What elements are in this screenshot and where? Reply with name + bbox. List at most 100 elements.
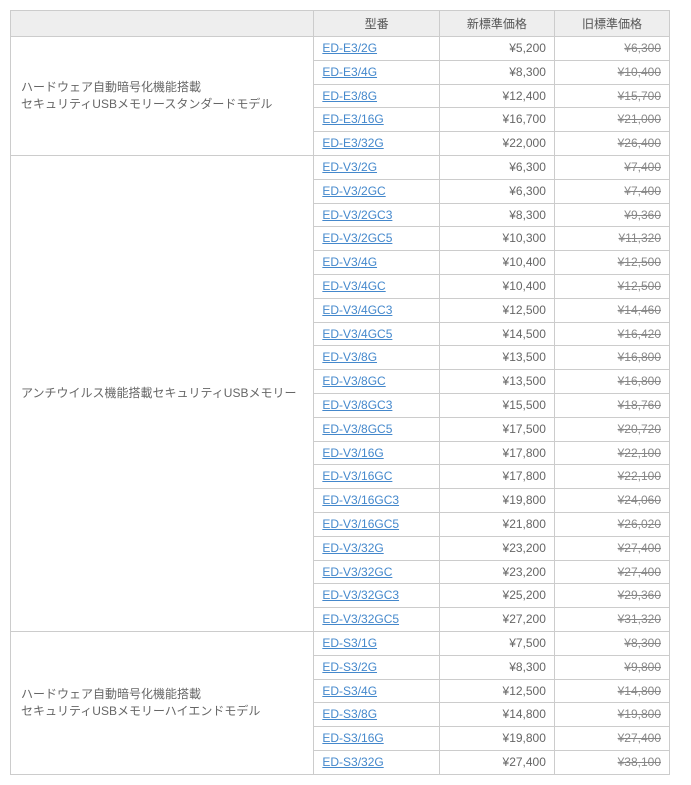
model-cell: ED-V3/2GC3 xyxy=(314,203,440,227)
model-link[interactable]: ED-V3/8GC5 xyxy=(322,422,392,436)
model-link[interactable]: ED-S3/1G xyxy=(322,636,377,650)
new-price-cell: ¥12,400 xyxy=(439,84,554,108)
new-price-cell: ¥6,300 xyxy=(439,155,554,179)
model-cell: ED-E3/4G xyxy=(314,60,440,84)
table-row: ハードウェア自動暗号化機能搭載セキュリティUSBメモリースタンダードモデルED-… xyxy=(11,37,670,61)
model-cell: ED-V3/8G xyxy=(314,346,440,370)
new-price-cell: ¥27,400 xyxy=(439,750,554,774)
old-price-cell: ¥27,400 xyxy=(554,560,669,584)
new-price-cell: ¥17,500 xyxy=(439,417,554,441)
old-price-cell: ¥9,360 xyxy=(554,203,669,227)
new-price-cell: ¥8,300 xyxy=(439,655,554,679)
old-price-cell: ¥26,400 xyxy=(554,132,669,156)
model-link[interactable]: ED-S3/4G xyxy=(322,684,377,698)
old-price-cell: ¥21,000 xyxy=(554,108,669,132)
new-price-cell: ¥16,700 xyxy=(439,108,554,132)
old-price-cell: ¥9,800 xyxy=(554,655,669,679)
old-price-cell: ¥11,320 xyxy=(554,227,669,251)
model-cell: ED-S3/8G xyxy=(314,703,440,727)
new-price-cell: ¥21,800 xyxy=(439,512,554,536)
old-price-cell: ¥31,320 xyxy=(554,608,669,632)
model-cell: ED-V3/8GC3 xyxy=(314,393,440,417)
model-cell: ED-V3/16GC3 xyxy=(314,489,440,513)
category-cell: ハードウェア自動暗号化機能搭載セキュリティUSBメモリースタンダードモデル xyxy=(11,37,314,156)
new-price-cell: ¥22,000 xyxy=(439,132,554,156)
model-cell: ED-V3/4GC5 xyxy=(314,322,440,346)
old-price-cell: ¥16,420 xyxy=(554,322,669,346)
model-link[interactable]: ED-S3/2G xyxy=(322,660,377,674)
category-cell: ハードウェア自動暗号化機能搭載セキュリティUSBメモリーハイエンドモデル xyxy=(11,631,314,774)
new-price-cell: ¥27,200 xyxy=(439,608,554,632)
model-link[interactable]: ED-V3/16GC xyxy=(322,469,392,483)
model-cell: ED-E3/32G xyxy=(314,132,440,156)
model-cell: ED-V3/8GC5 xyxy=(314,417,440,441)
model-link[interactable]: ED-V3/32GC5 xyxy=(322,612,399,626)
header-empty xyxy=(11,11,314,37)
model-cell: ED-V3/32GC xyxy=(314,560,440,584)
new-price-cell: ¥10,400 xyxy=(439,274,554,298)
model-link[interactable]: ED-V3/4GC3 xyxy=(322,303,392,317)
model-link[interactable]: ED-V3/2GC3 xyxy=(322,208,392,222)
model-link[interactable]: ED-V3/2GC xyxy=(322,184,385,198)
old-price-cell: ¥38,100 xyxy=(554,750,669,774)
old-price-cell: ¥16,800 xyxy=(554,346,669,370)
new-price-cell: ¥23,200 xyxy=(439,536,554,560)
new-price-cell: ¥25,200 xyxy=(439,584,554,608)
model-cell: ED-S3/2G xyxy=(314,655,440,679)
model-link[interactable]: ED-S3/16G xyxy=(322,731,383,745)
new-price-cell: ¥19,800 xyxy=(439,489,554,513)
model-link[interactable]: ED-E3/2G xyxy=(322,41,377,55)
price-table: 型番 新標準価格 旧標準価格 ハードウェア自動暗号化機能搭載セキュリティUSBメ… xyxy=(10,10,670,775)
new-price-cell: ¥10,300 xyxy=(439,227,554,251)
category-cell: アンチウイルス機能搭載セキュリティUSBメモリー xyxy=(11,155,314,631)
model-link[interactable]: ED-V3/16GC5 xyxy=(322,517,399,531)
model-cell: ED-S3/32G xyxy=(314,750,440,774)
model-cell: ED-S3/4G xyxy=(314,679,440,703)
header-old-price: 旧標準価格 xyxy=(554,11,669,37)
new-price-cell: ¥8,300 xyxy=(439,60,554,84)
header-row: 型番 新標準価格 旧標準価格 xyxy=(11,11,670,37)
new-price-cell: ¥17,800 xyxy=(439,465,554,489)
model-cell: ED-V3/4GC3 xyxy=(314,298,440,322)
model-link[interactable]: ED-E3/4G xyxy=(322,65,377,79)
model-link[interactable]: ED-V3/32GC xyxy=(322,565,392,579)
model-cell: ED-S3/1G xyxy=(314,631,440,655)
new-price-cell: ¥13,500 xyxy=(439,346,554,370)
new-price-cell: ¥12,500 xyxy=(439,679,554,703)
model-link[interactable]: ED-V3/16GC3 xyxy=(322,493,399,507)
new-price-cell: ¥23,200 xyxy=(439,560,554,584)
model-cell: ED-V3/4GC xyxy=(314,274,440,298)
model-cell: ED-V3/32GC3 xyxy=(314,584,440,608)
model-link[interactable]: ED-V3/4GC xyxy=(322,279,385,293)
model-cell: ED-V3/16GC xyxy=(314,465,440,489)
model-link[interactable]: ED-V3/8GC3 xyxy=(322,398,392,412)
old-price-cell: ¥27,400 xyxy=(554,727,669,751)
new-price-cell: ¥15,500 xyxy=(439,393,554,417)
model-cell: ED-V3/16GC5 xyxy=(314,512,440,536)
old-price-cell: ¥22,100 xyxy=(554,441,669,465)
model-link[interactable]: ED-V3/2GC5 xyxy=(322,231,392,245)
model-link[interactable]: ED-V3/2G xyxy=(322,160,377,174)
model-link[interactable]: ED-V3/16G xyxy=(322,446,383,460)
model-link[interactable]: ED-S3/8G xyxy=(322,707,377,721)
model-link[interactable]: ED-S3/32G xyxy=(322,755,383,769)
model-link[interactable]: ED-V3/32G xyxy=(322,541,383,555)
model-link[interactable]: ED-V3/8G xyxy=(322,350,377,364)
model-link[interactable]: ED-V3/4G xyxy=(322,255,377,269)
old-price-cell: ¥14,460 xyxy=(554,298,669,322)
model-link[interactable]: ED-E3/8G xyxy=(322,89,377,103)
model-link[interactable]: ED-E3/16G xyxy=(322,112,383,126)
old-price-cell: ¥24,060 xyxy=(554,489,669,513)
model-link[interactable]: ED-E3/32G xyxy=(322,136,383,150)
old-price-cell: ¥12,500 xyxy=(554,274,669,298)
new-price-cell: ¥14,500 xyxy=(439,322,554,346)
old-price-cell: ¥12,500 xyxy=(554,251,669,275)
model-cell: ED-V3/2G xyxy=(314,155,440,179)
model-link[interactable]: ED-V3/8GC xyxy=(322,374,385,388)
model-link[interactable]: ED-V3/4GC5 xyxy=(322,327,392,341)
new-price-cell: ¥8,300 xyxy=(439,203,554,227)
model-cell: ED-V3/16G xyxy=(314,441,440,465)
header-model: 型番 xyxy=(314,11,440,37)
old-price-cell: ¥29,360 xyxy=(554,584,669,608)
model-link[interactable]: ED-V3/32GC3 xyxy=(322,588,399,602)
